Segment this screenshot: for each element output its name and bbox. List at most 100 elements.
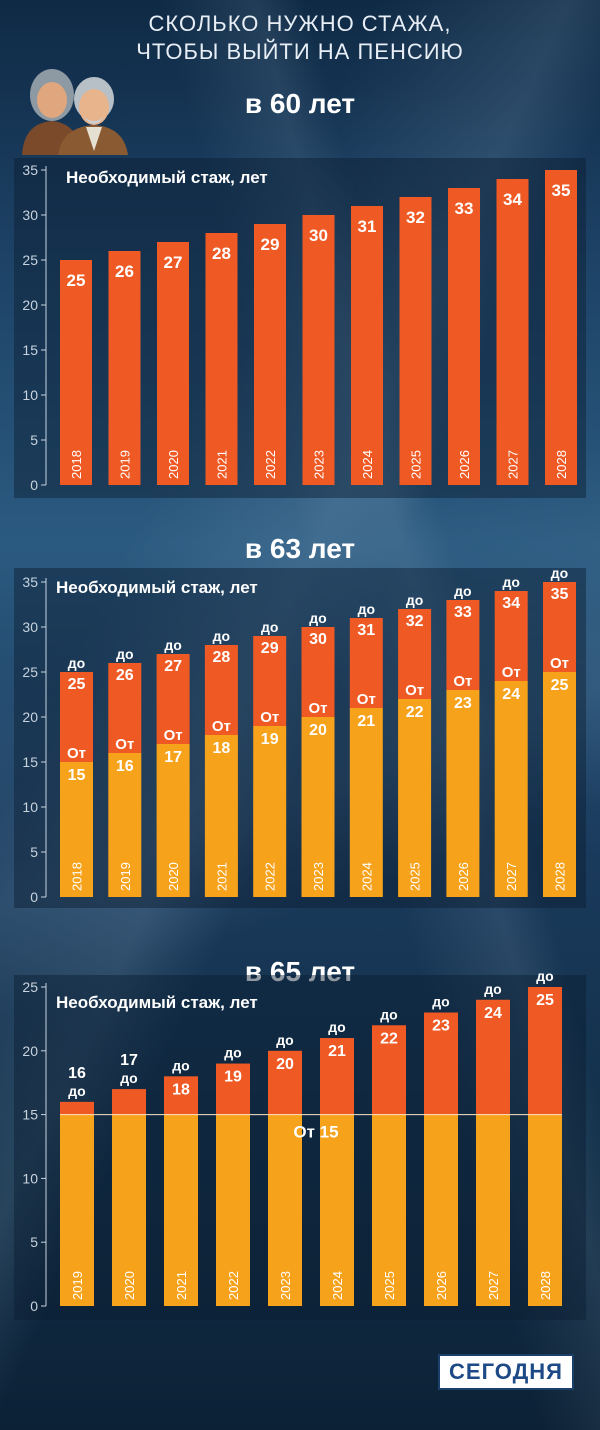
bar-minimum-segment [60,762,93,897]
bar-value-label: 30 [309,226,328,245]
to-label: до [432,994,449,1010]
from-value-label: 16 [116,758,134,775]
to-label: до [276,1032,293,1048]
bar-range-segment [60,1101,94,1115]
to-label: до [68,1083,85,1099]
bar-range-segment [60,672,93,762]
to-label: до [484,981,501,997]
to-value-label: 29 [261,640,279,657]
from-value-label: 18 [213,740,231,757]
to-label: до [551,565,568,581]
y-tick-label: 10 [22,799,38,815]
bar [496,179,529,485]
year-label: 2021 [215,450,230,479]
year-label: 2027 [504,862,519,891]
from-value-label: 20 [309,722,327,739]
y-tick-label: 20 [22,709,38,725]
year-label: 2027 [486,1271,501,1300]
page-title-line-1: СКОЛЬКО НУЖНО СТАЖА, [148,11,452,36]
from-label: От [357,691,376,708]
bar-range-segment [268,1050,302,1115]
bar-range-segment [253,636,287,726]
bar-minimum-segment [108,753,142,897]
y-tick-label: 30 [22,619,38,635]
y-tick-label: 5 [30,1234,38,1250]
year-label: 2020 [166,450,181,479]
to-value-label: 17 [120,1052,138,1069]
bar-value-label: 31 [358,217,377,236]
to-label: до [224,1045,241,1061]
year-label: 2025 [408,862,423,891]
bar-minimum-segment [301,717,335,897]
bar-minimum-segment [156,744,190,897]
to-label: до [120,1070,137,1086]
logo-text: СЕГОДНЯ [449,1359,563,1384]
bar-range-segment [494,591,528,681]
to-label: до [502,574,519,590]
to-label: до [536,968,553,984]
to-value-label: 35 [551,586,569,603]
to-value-label: 28 [213,649,231,666]
bar-minimum-segment [528,1114,562,1306]
bar-minimum-segment [398,699,432,897]
bar-minimum-segment [164,1114,198,1306]
y-tick-label: 20 [22,1043,38,1059]
chart-65-title: в 65 лет [244,956,356,987]
bar [157,242,189,485]
to-value-label: 23 [432,1018,450,1035]
to-value-label: 30 [309,631,327,648]
chart-60-title: в 60 лет [244,88,356,119]
year-label: 2024 [330,1271,345,1300]
from-value-label: 17 [164,749,182,766]
bar-value-label: 32 [406,208,425,227]
to-value-label: 19 [224,1069,242,1086]
y-tick-label: 5 [30,844,38,860]
to-value-label: 22 [380,1030,398,1047]
to-value-label: 25 [68,676,86,693]
year-label: 2028 [554,450,569,479]
to-label: до [164,637,181,653]
bar-value-label: 29 [261,235,280,254]
bar-value-label: 35 [552,181,571,200]
year-label: 2023 [278,1271,293,1300]
bar-value-label: 28 [212,244,231,263]
elderly-couple-icon [22,69,128,155]
from-value-label: 23 [454,695,472,712]
from-value-label: 15 [68,767,86,784]
to-value-label: 33 [454,604,472,621]
page-title: СКОЛЬКО НУЖНО СТАЖА, ЧТОБЫ ВЫЙТИ НА ПЕНС… [0,10,600,66]
y-tick-label: 0 [30,889,38,905]
chart-60-ylabel: Необходимый стаж, лет [66,168,268,187]
year-label: 2019 [70,1271,85,1300]
from-value-label: 19 [261,731,279,748]
to-value-label: 16 [68,1065,86,1082]
to-label: до [380,1006,397,1022]
bar-range-segment [108,663,142,753]
from-label: От [164,727,183,744]
y-tick-label: 35 [22,574,38,590]
bar-range-segment [156,654,190,744]
bar-range-segment [372,1025,406,1115]
from-label: От [550,655,569,672]
year-label: 2027 [506,450,521,479]
baseline-label: От 15 [293,1123,338,1142]
y-tick-label: 0 [30,1298,38,1314]
y-tick-label: 15 [22,1107,38,1123]
page-title-line-2: ЧТОБЫ ВЫЙТИ НА ПЕНСИЮ [136,39,464,64]
bar-minimum-segment [494,681,528,897]
bar-minimum-segment [349,708,383,897]
bar-minimum-segment [60,1114,94,1306]
bar [108,251,141,485]
bar [60,260,92,485]
y-tick-label: 25 [22,664,38,680]
year-label: 2022 [263,862,278,891]
bar-range-segment [424,1012,458,1115]
year-label: 2021 [214,862,229,891]
to-value-label: 24 [484,1005,502,1022]
chart-63-title: в 63 лет [244,533,356,564]
bar-value-label: 27 [164,253,183,272]
chart-65-ylabel: Необходимый стаж, лет [56,993,258,1012]
from-label: От [67,745,86,762]
